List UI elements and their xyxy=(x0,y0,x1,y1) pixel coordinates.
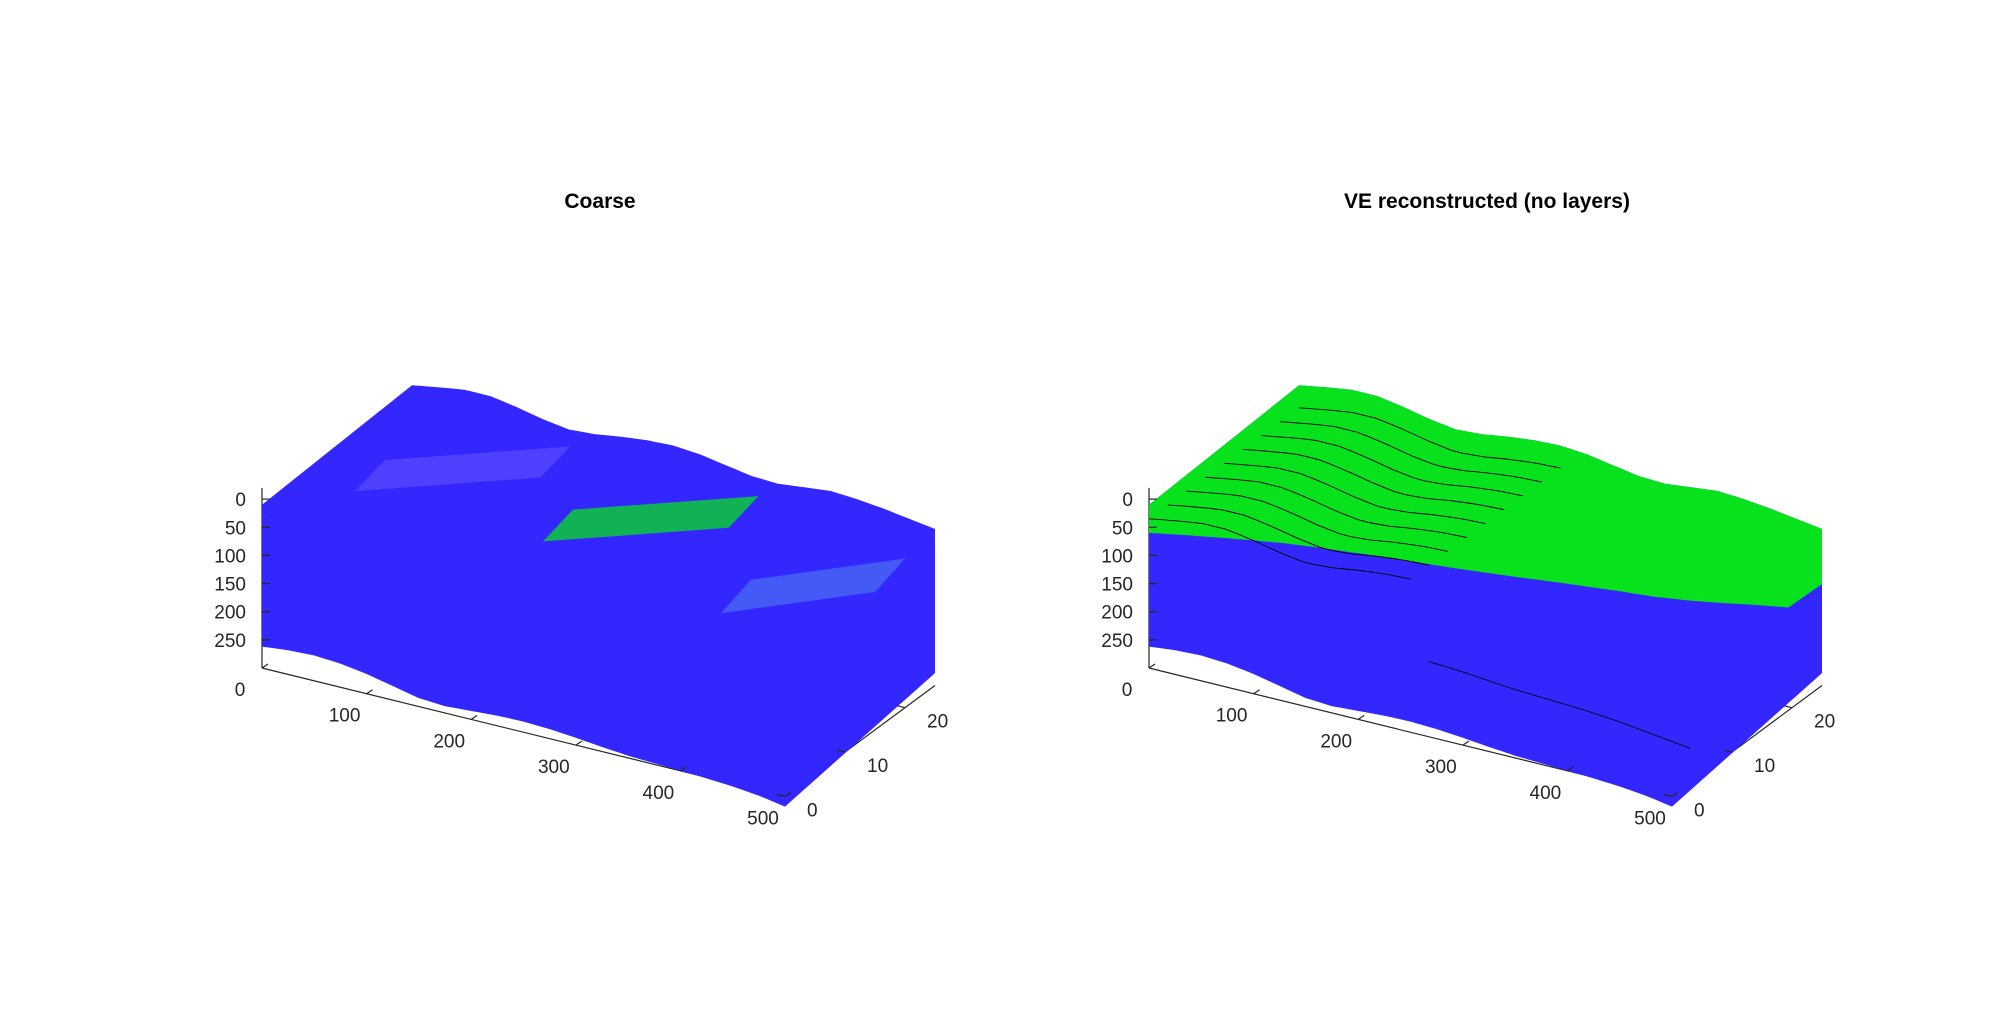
z-tick-label: 100 xyxy=(214,546,246,567)
x-tick-mark xyxy=(575,740,583,746)
z-tick-label: 0 xyxy=(1122,490,1133,511)
z-tick-label: 200 xyxy=(214,603,246,624)
x-tick-label: 500 xyxy=(747,809,779,830)
x-tick-mark xyxy=(366,689,373,695)
x-tick-mark xyxy=(1253,689,1260,695)
x-tick-label: 300 xyxy=(1425,757,1457,778)
z-tick-label: 150 xyxy=(1101,575,1133,596)
y-tick-label: 0 xyxy=(1694,801,1705,822)
y-tick-label: 20 xyxy=(1814,712,1835,733)
z-tick-label: 50 xyxy=(1112,518,1133,539)
y-tick-label: 10 xyxy=(867,756,888,777)
saturation-patch-right-ridge xyxy=(720,558,905,614)
z-tick-label: 50 xyxy=(225,518,246,539)
mesh-line xyxy=(1261,435,1524,497)
mesh-line xyxy=(1148,518,1411,580)
z-tick-label: 0 xyxy=(235,490,246,511)
x-tick-mark xyxy=(261,663,269,669)
x-tick-label: 100 xyxy=(329,706,361,727)
x-tick-label: 200 xyxy=(433,731,465,752)
y-tick-mark xyxy=(776,793,786,798)
axes-ve-reconstructed: 0 50 100 150 200 250 0 100 200 300 400 500 0 10 20 VE r… xyxy=(1101,190,1835,830)
mesh-line xyxy=(1280,421,1542,483)
mesh-line xyxy=(1298,407,1561,469)
x-tick-label: 500 xyxy=(1634,809,1666,830)
mesh-line xyxy=(1186,490,1449,552)
y-tick-mark xyxy=(1663,793,1673,798)
z-tick-label: 250 xyxy=(214,631,246,652)
x-tick-mark xyxy=(1567,766,1574,772)
x-tick-mark xyxy=(470,714,478,720)
mesh-line xyxy=(1205,476,1467,538)
y-tick-label: 10 xyxy=(1754,756,1775,777)
z-tick-label: 250 xyxy=(1101,631,1133,652)
z-tick-label: 100 xyxy=(1101,546,1133,567)
x-tick-label: 400 xyxy=(1530,783,1562,804)
y-tick-mark xyxy=(1723,749,1733,753)
mesh-line xyxy=(1223,462,1486,525)
x-tick-label: 100 xyxy=(1216,706,1248,727)
x-tick-label: 200 xyxy=(1320,731,1352,752)
z-tick-label: 150 xyxy=(214,575,246,596)
reservoir-volume xyxy=(262,385,935,807)
y-tick-label: 20 xyxy=(927,712,948,733)
plot-title: Coarse xyxy=(564,190,635,213)
x-tick-mark xyxy=(680,766,687,772)
x-tick-mark xyxy=(1357,714,1365,720)
y-tick-mark xyxy=(896,705,906,709)
x-tick-mark xyxy=(784,792,792,797)
saturation-patch-middle-crest xyxy=(543,496,759,542)
y-tick-mark xyxy=(836,749,846,753)
mesh-line xyxy=(1242,448,1505,511)
plot-title: VE reconstructed (no layers) xyxy=(1344,190,1630,213)
saturation-patch-left-crest xyxy=(354,446,571,492)
y-tick-label: 0 xyxy=(807,801,818,822)
x-tick-mark xyxy=(1462,740,1470,746)
z-tick-label: 200 xyxy=(1101,603,1133,624)
x-tick-label: 0 xyxy=(235,680,246,701)
x-tick-label: 300 xyxy=(538,757,570,778)
layer-mesh-strip xyxy=(1428,661,1691,749)
y-tick-mark xyxy=(1783,705,1793,709)
x-tick-mark xyxy=(1671,792,1679,797)
x-tick-label: 0 xyxy=(1122,680,1133,701)
mesh-line xyxy=(1167,504,1430,566)
x-tick-label: 400 xyxy=(643,783,675,804)
caprock-mesh xyxy=(1148,407,1561,580)
axes-coarse: 0 50 100 150 200 250 0 100 200 300 400 500 0 10 20 Coar… xyxy=(214,190,948,830)
x-tick-mark xyxy=(1148,663,1156,669)
